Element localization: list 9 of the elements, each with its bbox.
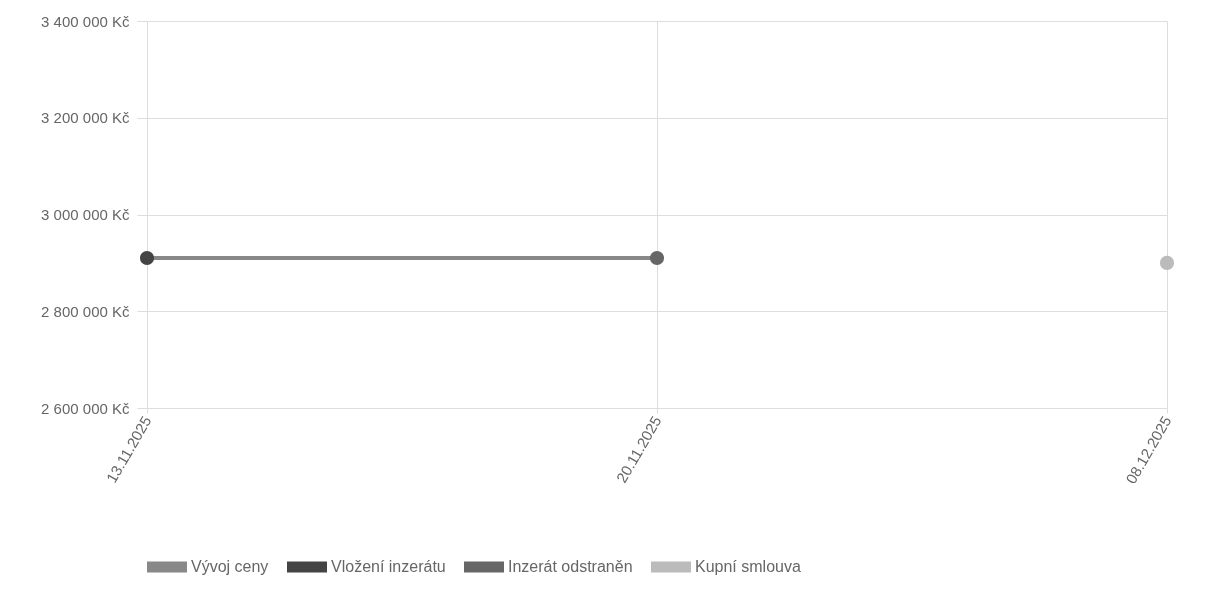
y-tick-label: 3 200 000 Kč (41, 109, 130, 127)
legend-label: Kupní smlouva (695, 558, 801, 575)
y-tick-label: 2 600 000 Kč (41, 399, 130, 417)
legend-label: Vložení inzerátu (331, 558, 446, 575)
legend-label: Inzerát odstraněn (508, 558, 633, 575)
y-tick-label: 3 000 000 Kč (41, 206, 130, 223)
y-tick-label: 3 400 000 Kč (41, 12, 130, 30)
y-tick-label: 2 800 000 Kč (41, 302, 130, 320)
legend-label: Vývoj ceny (191, 558, 269, 575)
